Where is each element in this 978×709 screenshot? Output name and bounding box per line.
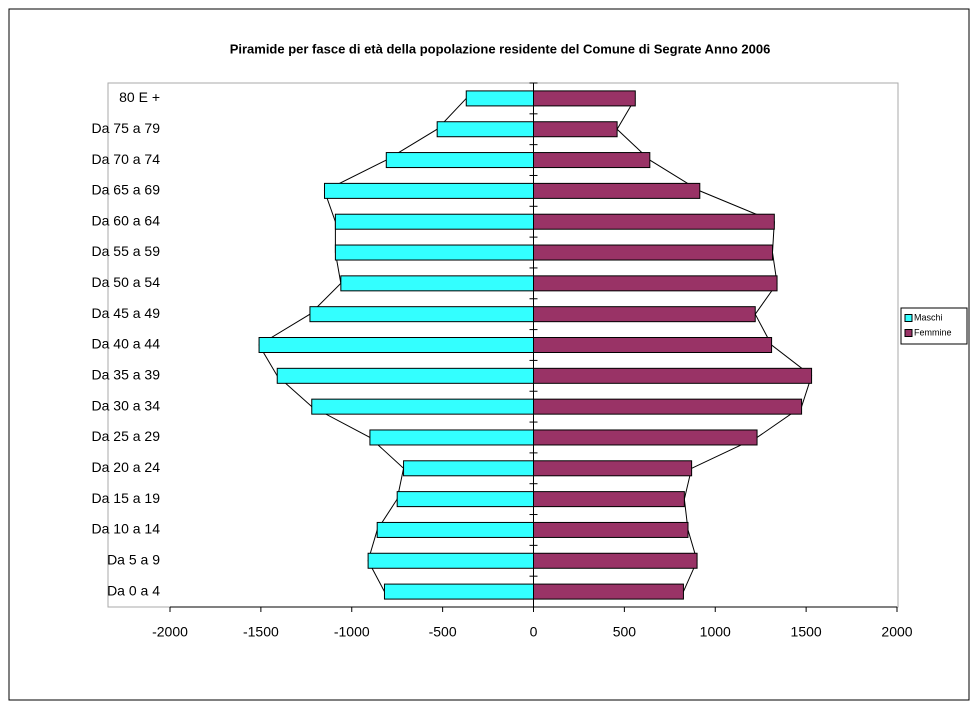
x-tick-label: 1500 xyxy=(791,624,822,640)
x-tick-label: 1000 xyxy=(700,624,731,640)
bar xyxy=(533,182,701,199)
bar xyxy=(385,152,534,169)
bar xyxy=(533,121,618,138)
y-tick-label: Da 40 a 44 xyxy=(92,336,161,352)
bar xyxy=(403,460,534,477)
bar xyxy=(533,429,758,446)
bar xyxy=(533,398,803,415)
y-tick-label: Da 70 a 74 xyxy=(92,151,161,167)
bar xyxy=(533,306,756,323)
legend-swatch xyxy=(904,329,913,337)
y-tick-label: Da 35 a 39 xyxy=(92,367,161,383)
y-tick-label: Da 30 a 34 xyxy=(92,397,161,413)
bar xyxy=(367,552,535,569)
bar xyxy=(533,460,693,477)
y-tick-label: Da 20 a 24 xyxy=(92,459,161,475)
bar xyxy=(396,491,534,508)
x-tick-label: -1500 xyxy=(243,624,279,640)
y-tick-label: Da 50 a 54 xyxy=(92,274,161,290)
bar xyxy=(311,398,535,415)
bar xyxy=(334,244,534,261)
y-tick-label: Da 0 a 4 xyxy=(107,582,160,598)
y-tick-label: Da 5 a 9 xyxy=(107,551,160,567)
bar xyxy=(533,337,773,353)
legend-label: Femmine xyxy=(914,327,952,337)
legend: Maschi Femmine xyxy=(900,307,968,345)
x-tick-label: -2000 xyxy=(152,624,188,640)
bar xyxy=(533,90,636,107)
bar xyxy=(533,152,651,169)
legend-swatch xyxy=(904,314,913,322)
y-tick-label: Da 25 a 29 xyxy=(92,428,161,444)
bar xyxy=(533,275,778,292)
bar xyxy=(533,367,813,384)
chart-title: Piramide per fasce di età della popolazi… xyxy=(230,41,771,56)
x-tick-label: 0 xyxy=(530,624,538,640)
x-tick-label: 2000 xyxy=(881,624,912,640)
y-tick-label: Da 65 a 69 xyxy=(92,182,161,198)
bar xyxy=(369,429,534,446)
legend-label: Maschi xyxy=(914,312,943,322)
bar xyxy=(309,306,535,323)
bar xyxy=(323,182,534,199)
y-tick-label: Da 75 a 79 xyxy=(92,120,161,136)
bar xyxy=(334,213,534,230)
bar xyxy=(533,491,685,508)
bar xyxy=(258,337,534,353)
bar xyxy=(436,121,534,138)
y-tick-label: Da 45 a 49 xyxy=(92,305,161,321)
bar xyxy=(376,521,534,538)
bar xyxy=(276,367,534,384)
y-tick-label: Da 55 a 59 xyxy=(92,243,161,259)
x-tick-label: -500 xyxy=(429,624,457,640)
x-tick-label: 500 xyxy=(613,624,637,640)
bar xyxy=(533,244,774,261)
y-tick-label: Da 10 a 14 xyxy=(92,521,161,537)
y-tick-label: 80 E + xyxy=(119,89,160,105)
x-tick-label: -1000 xyxy=(334,624,370,640)
bar xyxy=(533,552,698,569)
bar xyxy=(533,213,775,230)
bar xyxy=(340,275,534,292)
bar xyxy=(465,90,534,107)
bar xyxy=(383,583,534,600)
y-tick-label: Da 15 a 19 xyxy=(92,490,161,506)
bar xyxy=(533,583,684,600)
y-tick-label: Da 60 a 64 xyxy=(92,212,161,228)
bar xyxy=(533,521,689,538)
